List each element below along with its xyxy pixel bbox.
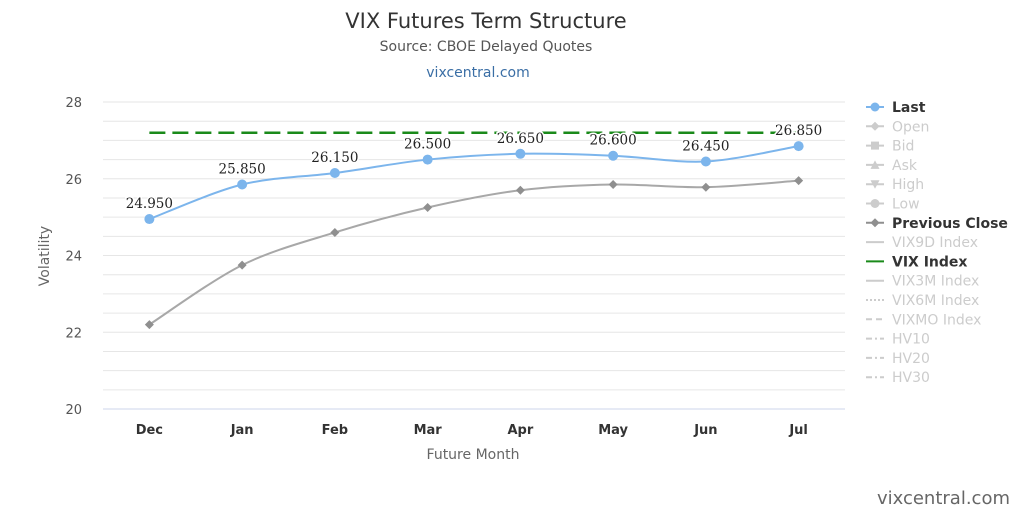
legend-item[interactable]: VIX9D Index [866, 235, 978, 251]
legend-label: HV30 [892, 370, 930, 386]
y-axis-ticks: 20 22 24 26 28 [65, 96, 82, 418]
last-point[interactable] [237, 179, 248, 190]
previous-close-point[interactable] [330, 227, 340, 237]
data-labels: 24.950 25.850 26.150 26.500 26.650 26.600 26.4… [124, 122, 824, 214]
legend-item[interactable]: Ask [866, 158, 918, 174]
legend-item[interactable]: VIX3M Index [866, 274, 979, 290]
last-point[interactable] [329, 167, 340, 178]
last-point[interactable] [144, 214, 155, 225]
legend-item[interactable]: HV10 [866, 332, 930, 348]
y-axis-title: Volatility [37, 226, 53, 286]
last-point[interactable] [608, 150, 619, 161]
legend-marker [870, 180, 880, 189]
x-tick-label: Feb [322, 423, 348, 438]
legend-item[interactable]: HV20 [866, 351, 930, 367]
x-axis-title: Future Month [427, 447, 520, 463]
previous-close-point[interactable] [701, 182, 711, 192]
legend-label: Last [892, 100, 926, 116]
last-point[interactable] [793, 141, 804, 152]
series-layer [144, 131, 804, 330]
legend-label: High [892, 177, 924, 193]
legend-marker [870, 121, 880, 131]
last-point[interactable] [515, 148, 526, 159]
legend-label: Low [892, 197, 920, 213]
y-tick-label: 22 [65, 326, 82, 341]
previous-close-point[interactable] [237, 260, 247, 270]
watermark: vixcentral.com [877, 488, 1010, 509]
legend-item[interactable]: VIX Index [866, 254, 967, 270]
legend: Last Open Bid Ask High Low Previous Close VIX9D… [866, 100, 1008, 386]
series-last-line [149, 145, 799, 220]
y-tick-label: 24 [65, 250, 82, 265]
data-label: 26.500 [404, 137, 451, 153]
previous-close-point[interactable] [794, 176, 804, 186]
x-axis-ticks: Dec Jan Feb Mar Apr May Jun Jul [136, 423, 808, 438]
y-tick-label: 26 [65, 173, 82, 188]
chart-title: VIX Futures Term Structure [345, 9, 626, 33]
legend-label: Ask [892, 158, 918, 174]
series-previous-close-line [148, 179, 799, 326]
legend-marker [870, 102, 880, 112]
legend-item[interactable]: Low [866, 197, 920, 213]
legend-item[interactable]: Previous Close [866, 216, 1008, 232]
x-tick-label: Mar [414, 423, 443, 438]
legend-item[interactable]: Bid [866, 139, 914, 155]
legend-item[interactable]: HV30 [866, 370, 930, 386]
source-link[interactable]: vixcentral.com [426, 65, 529, 81]
legend-label: HV10 [892, 332, 930, 348]
legend-item[interactable]: VIXMO Index [866, 312, 981, 328]
data-label: 26.600 [590, 133, 637, 149]
legend-marker [871, 141, 879, 150]
data-label: 26.450 [682, 138, 729, 154]
previous-close-point[interactable] [144, 320, 154, 330]
data-label: 25.850 [219, 162, 266, 178]
legend-label: HV20 [892, 351, 930, 367]
legend-item[interactable]: Open [866, 119, 929, 135]
y-tick-label: 20 [65, 403, 82, 418]
previous-close-point[interactable] [423, 203, 433, 213]
legend-item[interactable]: VIX6M Index [866, 293, 979, 309]
legend-marker [870, 218, 880, 228]
x-tick-label: Jan [230, 423, 254, 438]
grid-lines [103, 101, 845, 410]
last-point[interactable] [700, 156, 711, 167]
legend-marker [870, 160, 880, 169]
legend-item[interactable]: Last [866, 100, 926, 116]
data-label: 24.950 [126, 196, 173, 212]
legend-label: VIX6M Index [892, 293, 979, 309]
x-tick-label: Apr [507, 423, 533, 438]
previous-close-point[interactable] [515, 185, 525, 195]
legend-marker [870, 199, 880, 208]
data-label: 26.850 [775, 123, 822, 139]
x-tick-label: Jul [788, 423, 808, 438]
x-tick-label: Dec [136, 423, 163, 438]
chart-subtitle: Source: CBOE Delayed Quotes [380, 39, 593, 55]
x-tick-label: May [598, 423, 628, 438]
legend-item[interactable]: High [866, 177, 924, 193]
legend-label: Previous Close [892, 216, 1008, 232]
legend-label: VIX Index [892, 254, 967, 270]
data-label: 26.650 [497, 131, 544, 147]
last-point[interactable] [422, 154, 433, 165]
legend-label: VIX3M Index [892, 274, 979, 290]
legend-label: VIX9D Index [892, 235, 978, 251]
previous-close-point[interactable] [608, 180, 618, 190]
x-tick-label: Jun [693, 423, 717, 438]
data-label: 26.150 [311, 150, 358, 166]
legend-label: VIXMO Index [892, 312, 981, 328]
y-tick-label: 28 [65, 96, 82, 111]
legend-label: Bid [892, 139, 914, 155]
legend-label: Open [892, 119, 929, 135]
